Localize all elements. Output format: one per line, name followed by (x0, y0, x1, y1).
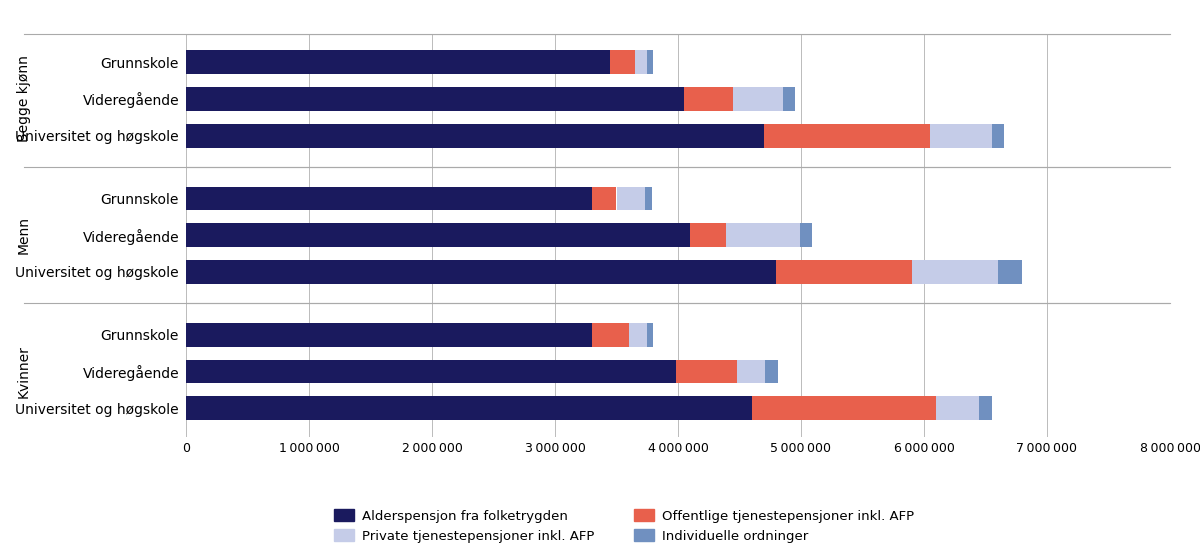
Bar (592, 186, 617, 211)
Bar (611, 50, 635, 74)
Bar (617, 186, 644, 211)
Bar (764, 124, 930, 148)
Bar (629, 323, 647, 347)
Bar (751, 396, 936, 420)
Bar (676, 360, 737, 384)
Bar (186, 186, 592, 211)
Bar (930, 124, 991, 148)
Bar (782, 87, 794, 111)
Bar (186, 124, 764, 148)
Bar (186, 323, 592, 347)
Bar (726, 223, 799, 247)
Bar (991, 124, 1004, 148)
Bar (647, 323, 653, 347)
Bar (799, 223, 812, 247)
Text: Begge kjønn: Begge kjønn (17, 55, 31, 142)
Text: Menn: Menn (17, 216, 31, 254)
Bar (186, 50, 611, 74)
Bar (776, 260, 912, 284)
Bar (737, 360, 766, 384)
Bar (635, 50, 647, 74)
Bar (186, 223, 690, 247)
Bar (186, 260, 776, 284)
Legend: Alderspensjon fra folketrygden, Private tjenestepensjoner inkl. AFP, Offentlige : Alderspensjon fra folketrygden, Private … (329, 504, 919, 548)
Bar (186, 360, 676, 384)
Bar (936, 396, 979, 420)
Bar (684, 87, 733, 111)
Bar (766, 360, 778, 384)
Bar (979, 396, 991, 420)
Text: Kvinner: Kvinner (17, 345, 31, 398)
Bar (690, 223, 726, 247)
Bar (733, 87, 782, 111)
Bar (592, 323, 629, 347)
Bar (644, 186, 652, 211)
Bar (912, 260, 998, 284)
Bar (186, 87, 684, 111)
Bar (647, 50, 653, 74)
Bar (186, 396, 751, 420)
Bar (997, 260, 1022, 284)
